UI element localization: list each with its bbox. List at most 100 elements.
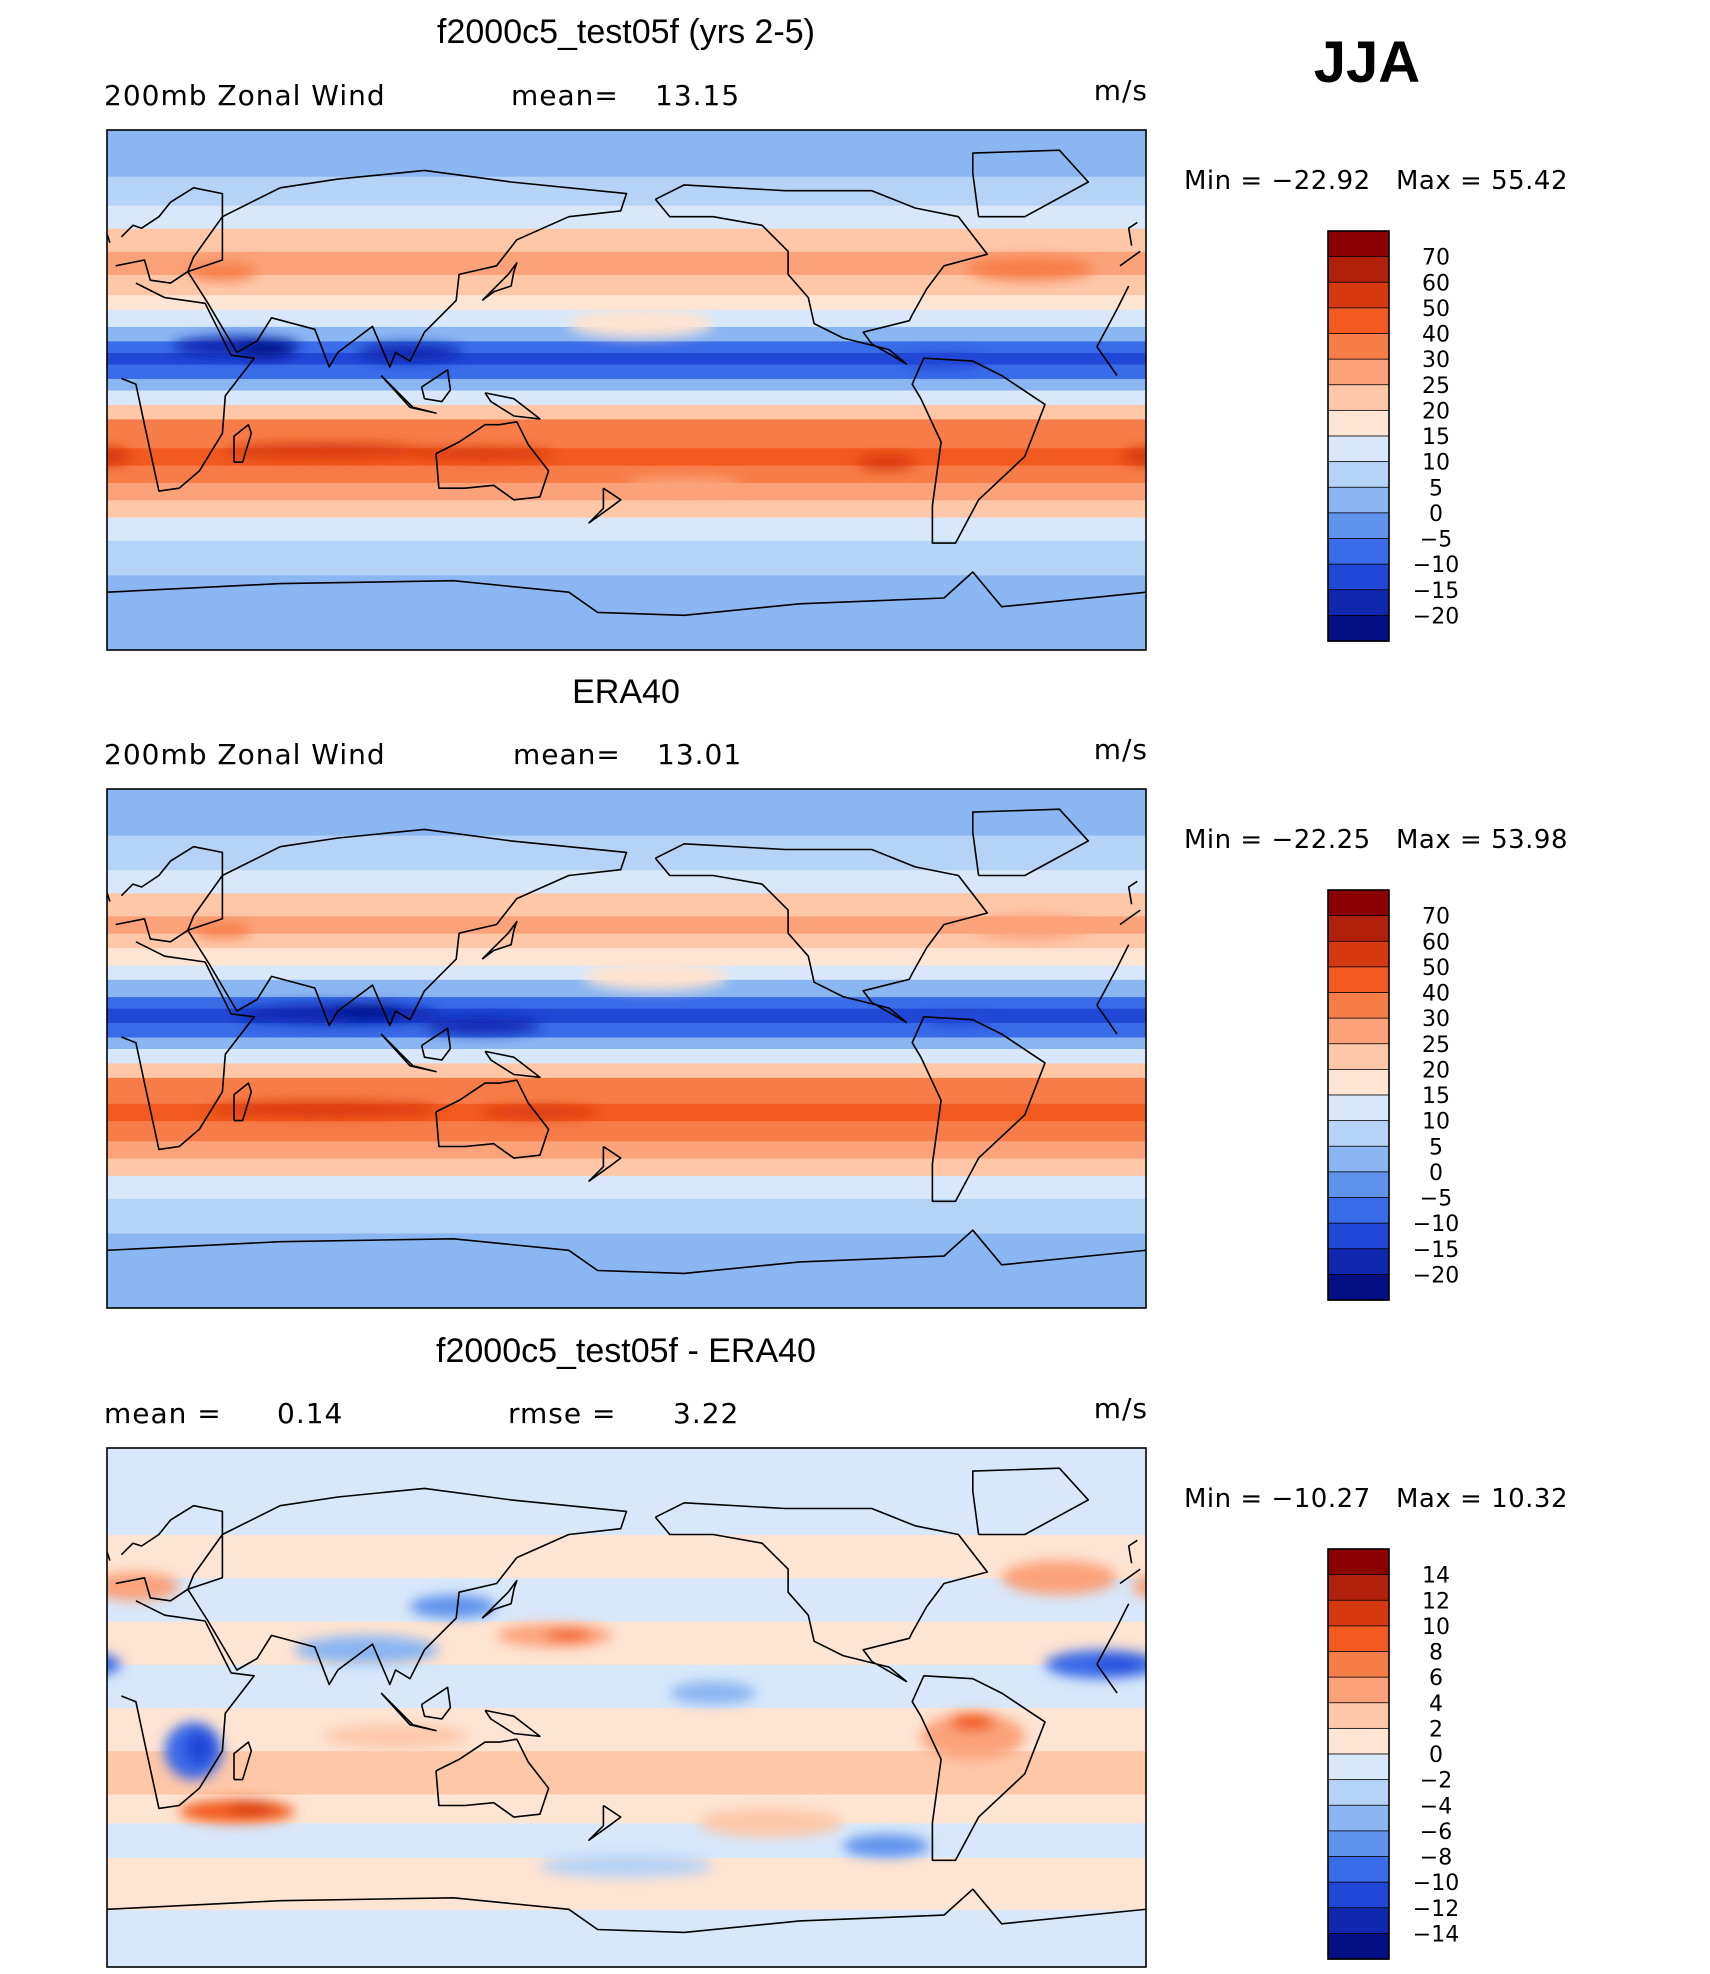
wind-core (1666, 477, 1710, 494)
colorbar-tick-label: −5 (1420, 1187, 1452, 1212)
wind-core (208, 1101, 439, 1117)
coastline (1127, 880, 1138, 905)
colorbar-tick-label: 40 (1422, 982, 1450, 1007)
coastline (588, 1804, 622, 1841)
wind-core (967, 257, 1095, 281)
wind-core (410, 1595, 497, 1619)
wind-core (1449, 1595, 1536, 1618)
colorbar-swatch (1327, 435, 1390, 463)
colorbar-swatch (1327, 1676, 1390, 1704)
wind-core (294, 1635, 439, 1665)
wind-core (545, 1629, 592, 1642)
colorbar-tick-label: −10 (1413, 553, 1459, 578)
coastline (107, 1888, 1146, 1934)
wind-band (107, 251, 1146, 275)
colorbar-tick-label: 10 (1422, 1615, 1450, 1640)
coastline (187, 169, 628, 368)
panel-diff: f2000c5_test05f - ERA40 mean = 0.14 rmse… (104, 1332, 1651, 1968)
colorbar-swatch (1327, 1120, 1390, 1147)
wind-band (107, 996, 1146, 1009)
coastline (115, 845, 224, 943)
coastline (380, 1033, 437, 1073)
wind-band (107, 947, 1146, 966)
wind-core (539, 1854, 714, 1878)
wind-band (107, 1120, 1146, 1142)
wind-band (107, 404, 1146, 420)
variable-label: 200mb Zonal Wind (104, 738, 386, 771)
wind-band (107, 574, 1146, 650)
wind-band (107, 1022, 1146, 1038)
mean-label: mean= (511, 79, 619, 112)
coastline (1119, 1568, 1141, 1585)
colorbar-swatch (1327, 1881, 1390, 1909)
wind-core (1224, 1731, 1253, 1766)
coastline (1096, 1603, 1130, 1665)
wind-core (920, 1713, 1025, 1760)
coastline (233, 423, 253, 463)
wind-core (1212, 337, 1339, 357)
colorbar-swatch (1327, 1651, 1390, 1678)
coastline (484, 392, 541, 420)
wind-band (107, 1140, 1146, 1159)
coastline (121, 1600, 255, 1810)
wind-band (107, 1621, 1146, 1665)
colorbar-tick-label: 4 (1429, 1692, 1443, 1717)
wind-band (107, 465, 1146, 483)
colorbar-swatch (1327, 256, 1390, 283)
coastline (1127, 221, 1138, 246)
colorbar-swatch (1327, 589, 1390, 617)
mean-value: 13.15 (655, 79, 740, 112)
wind-band (107, 1577, 1146, 1622)
wind-band (107, 1664, 1146, 1708)
coastline (1119, 250, 1141, 267)
colorbar-tick-label: 40 (1422, 323, 1450, 348)
coastline (481, 920, 518, 960)
colorbar-tick-label: 6 (1429, 1666, 1443, 1691)
wind-core (236, 342, 295, 357)
wind-band (107, 1909, 1146, 1967)
colorbar-swatch (1327, 1222, 1390, 1250)
colorbar-swatch (1327, 461, 1390, 488)
coastline (972, 149, 1090, 218)
map-field (107, 130, 1710, 650)
coastline (1096, 346, 1118, 377)
colorbar-tick-label: −4 (1420, 1794, 1452, 1819)
wind-core (1536, 1624, 1651, 1647)
units-label: m/s (1094, 74, 1148, 107)
wind-band (107, 1198, 1146, 1234)
colorbar-tick-label: −12 (1413, 1897, 1459, 1922)
colorbar-swatch (1327, 1145, 1390, 1173)
wind-band (107, 1077, 1146, 1104)
wind-core (1521, 1106, 1636, 1118)
wind-core (1622, 962, 1710, 991)
colorbar-tick-label: 50 (1422, 956, 1450, 981)
wind-core (1449, 448, 1593, 460)
coastline (121, 941, 255, 1151)
coastline (654, 843, 989, 1024)
colorbar-tick-label: −14 (1413, 1922, 1459, 1947)
colorbar-swatch (1327, 992, 1390, 1019)
colorbar-swatch (1327, 409, 1390, 437)
colorbar-tick-label: −5 (1420, 528, 1452, 553)
coastline (654, 1502, 989, 1683)
colorbar-swatch (1327, 1599, 1390, 1627)
colorbar-tick-label: −20 (1413, 1263, 1459, 1288)
colorbar-swatch (1327, 1017, 1390, 1045)
wind-core (228, 1802, 275, 1815)
wind-core (698, 1808, 843, 1838)
colorbar-swatch (1327, 1856, 1390, 1883)
wind-core (107, 447, 131, 466)
colorbar-tick-label: 14 (1422, 1564, 1450, 1589)
colorbar-tick-label: 70 (1422, 905, 1450, 930)
map-field (107, 789, 1710, 1308)
colorbar-tick-label: 10 (1422, 1110, 1450, 1135)
wind-core (1585, 1630, 1631, 1642)
coastline (380, 375, 437, 414)
wind-core (1131, 1575, 1146, 1598)
rmse-label: rmse = (508, 1397, 616, 1430)
coastline (1127, 1539, 1138, 1564)
wind-core (857, 455, 916, 470)
colorbar-tick-label: 8 (1429, 1641, 1443, 1666)
mean-label: mean= (513, 738, 621, 771)
